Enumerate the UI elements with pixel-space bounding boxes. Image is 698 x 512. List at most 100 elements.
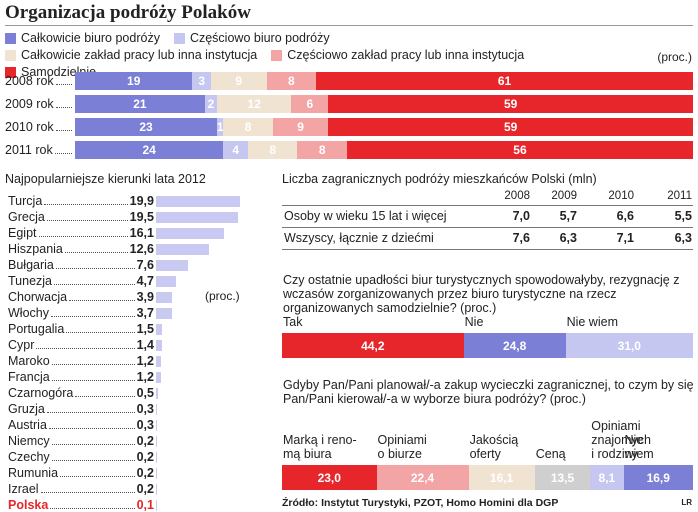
table-cell: 7,6	[512, 231, 530, 245]
unit-label: (proc.)	[205, 289, 240, 303]
row-label: Portugalia 1,5	[8, 321, 154, 336]
bar-segment: 8	[223, 118, 273, 136]
table-cell: 5,7	[559, 209, 577, 223]
bar	[156, 468, 157, 479]
bar-segment: 59	[328, 118, 693, 136]
leader	[44, 204, 128, 205]
row-label: Bułgaria 7,6	[8, 257, 154, 272]
data-label: 0,3	[136, 402, 154, 416]
data-label: 7,6	[136, 258, 154, 272]
table-cell: 6,3	[674, 231, 692, 245]
table-cell: 6,3	[559, 231, 577, 245]
bar	[156, 356, 162, 367]
bar-segment: 22,4	[376, 465, 469, 490]
row-label: Izrael 0,2	[8, 481, 154, 496]
bar	[156, 436, 157, 447]
data-label: 1	[216, 120, 224, 134]
legend-label: Całkowicie biuro podróży	[21, 31, 160, 45]
row-label: Niemcy 0,2	[8, 433, 154, 448]
row-label: Maroko 1,2	[8, 353, 154, 368]
bar	[156, 340, 162, 351]
bar-segment: 24,8	[463, 333, 566, 358]
leader	[55, 129, 72, 131]
data-label: 0,2	[136, 450, 154, 464]
data-label: 3,7	[136, 306, 154, 320]
series-label: Opiniami znajomych i rodziny	[591, 419, 651, 461]
bar	[156, 420, 158, 431]
column-header: 2011	[667, 190, 692, 202]
table-cell: Osoby w wieku 15 lat i więcej	[284, 209, 447, 223]
data-label: 1,2	[136, 370, 154, 384]
bar	[156, 404, 158, 415]
legend-item: Całkowicie zakład pracy lub inna instytu…	[5, 48, 257, 62]
series-label: Tak	[283, 315, 303, 329]
data-label: 23	[139, 120, 153, 134]
leader	[36, 348, 135, 349]
leader	[54, 152, 72, 154]
category-label: 2008 rok	[5, 72, 75, 90]
data-label: 4,7	[136, 274, 154, 288]
data-label: 19,5	[129, 210, 154, 224]
category-label: 2009 rok	[5, 95, 75, 113]
series-label: Marką i reno- mą biura	[283, 433, 357, 461]
data-label: 9	[297, 120, 304, 134]
bar	[156, 308, 172, 319]
data-label: 6	[306, 97, 314, 111]
leader	[51, 460, 135, 461]
series-label: Nie wiem	[624, 433, 654, 461]
category-label: Austria	[8, 418, 47, 432]
data-label: 8	[287, 74, 295, 88]
leader	[69, 300, 135, 301]
data-label: 0,5	[136, 386, 154, 400]
category-label: Maroko	[8, 354, 50, 368]
bar	[156, 292, 173, 303]
leader	[55, 106, 72, 108]
data-label: 3,9	[136, 290, 154, 304]
category-text: 2008 rok	[5, 74, 54, 88]
leader	[75, 396, 135, 397]
bar-segment: 2	[204, 95, 218, 113]
leader	[66, 332, 135, 333]
data-label: 8	[269, 143, 277, 157]
bar-segment: 23,0	[282, 465, 377, 490]
bar	[156, 244, 210, 255]
leader	[60, 476, 135, 477]
data-label: 3	[198, 74, 206, 88]
bar-segment: 1	[216, 118, 224, 136]
row-label: Chorwacja 3,9	[8, 289, 154, 304]
data-label: 21	[133, 97, 147, 111]
table-rule	[282, 205, 693, 206]
data-label: 0,2	[136, 482, 154, 496]
category-label: Czechy	[8, 450, 50, 464]
bar-segment: 12	[217, 95, 292, 113]
category-label: Francja	[8, 370, 50, 384]
chart-title: Organizacja podróży Polaków	[5, 2, 251, 23]
data-label: 59	[504, 120, 518, 134]
data-label: 16,9	[646, 470, 670, 485]
data-label: 0,2	[136, 466, 154, 480]
category-label: Polska	[8, 498, 49, 512]
category-label: Grecja	[8, 210, 45, 224]
data-label: 13,5	[550, 470, 575, 485]
bar	[156, 276, 176, 287]
bar	[156, 324, 163, 335]
table-cell: 7,1	[616, 231, 634, 245]
table-cell: 6,6	[616, 209, 634, 223]
row-label: Turcja 19,9	[8, 193, 154, 208]
column-header: 2010	[608, 190, 634, 202]
legend-label: Częściowo biuro podróży	[189, 31, 330, 45]
bar-segment: 24	[75, 141, 224, 159]
row-label: Hiszpania 12,6	[8, 241, 154, 256]
category-label: Niemcy	[8, 434, 50, 448]
data-label: 4	[232, 143, 240, 157]
category-label: Portugalia	[8, 322, 65, 336]
data-label: 12,6	[129, 242, 154, 256]
series-label: Nie wiem	[566, 315, 618, 329]
leader	[48, 428, 135, 429]
table-cell: Wszyscy, łącznie z dziećmi	[284, 231, 434, 245]
bar-segment: 6	[291, 95, 329, 113]
bar-segment: 59	[328, 95, 693, 113]
category-label: Tunezja	[8, 274, 53, 288]
leader	[40, 492, 135, 493]
